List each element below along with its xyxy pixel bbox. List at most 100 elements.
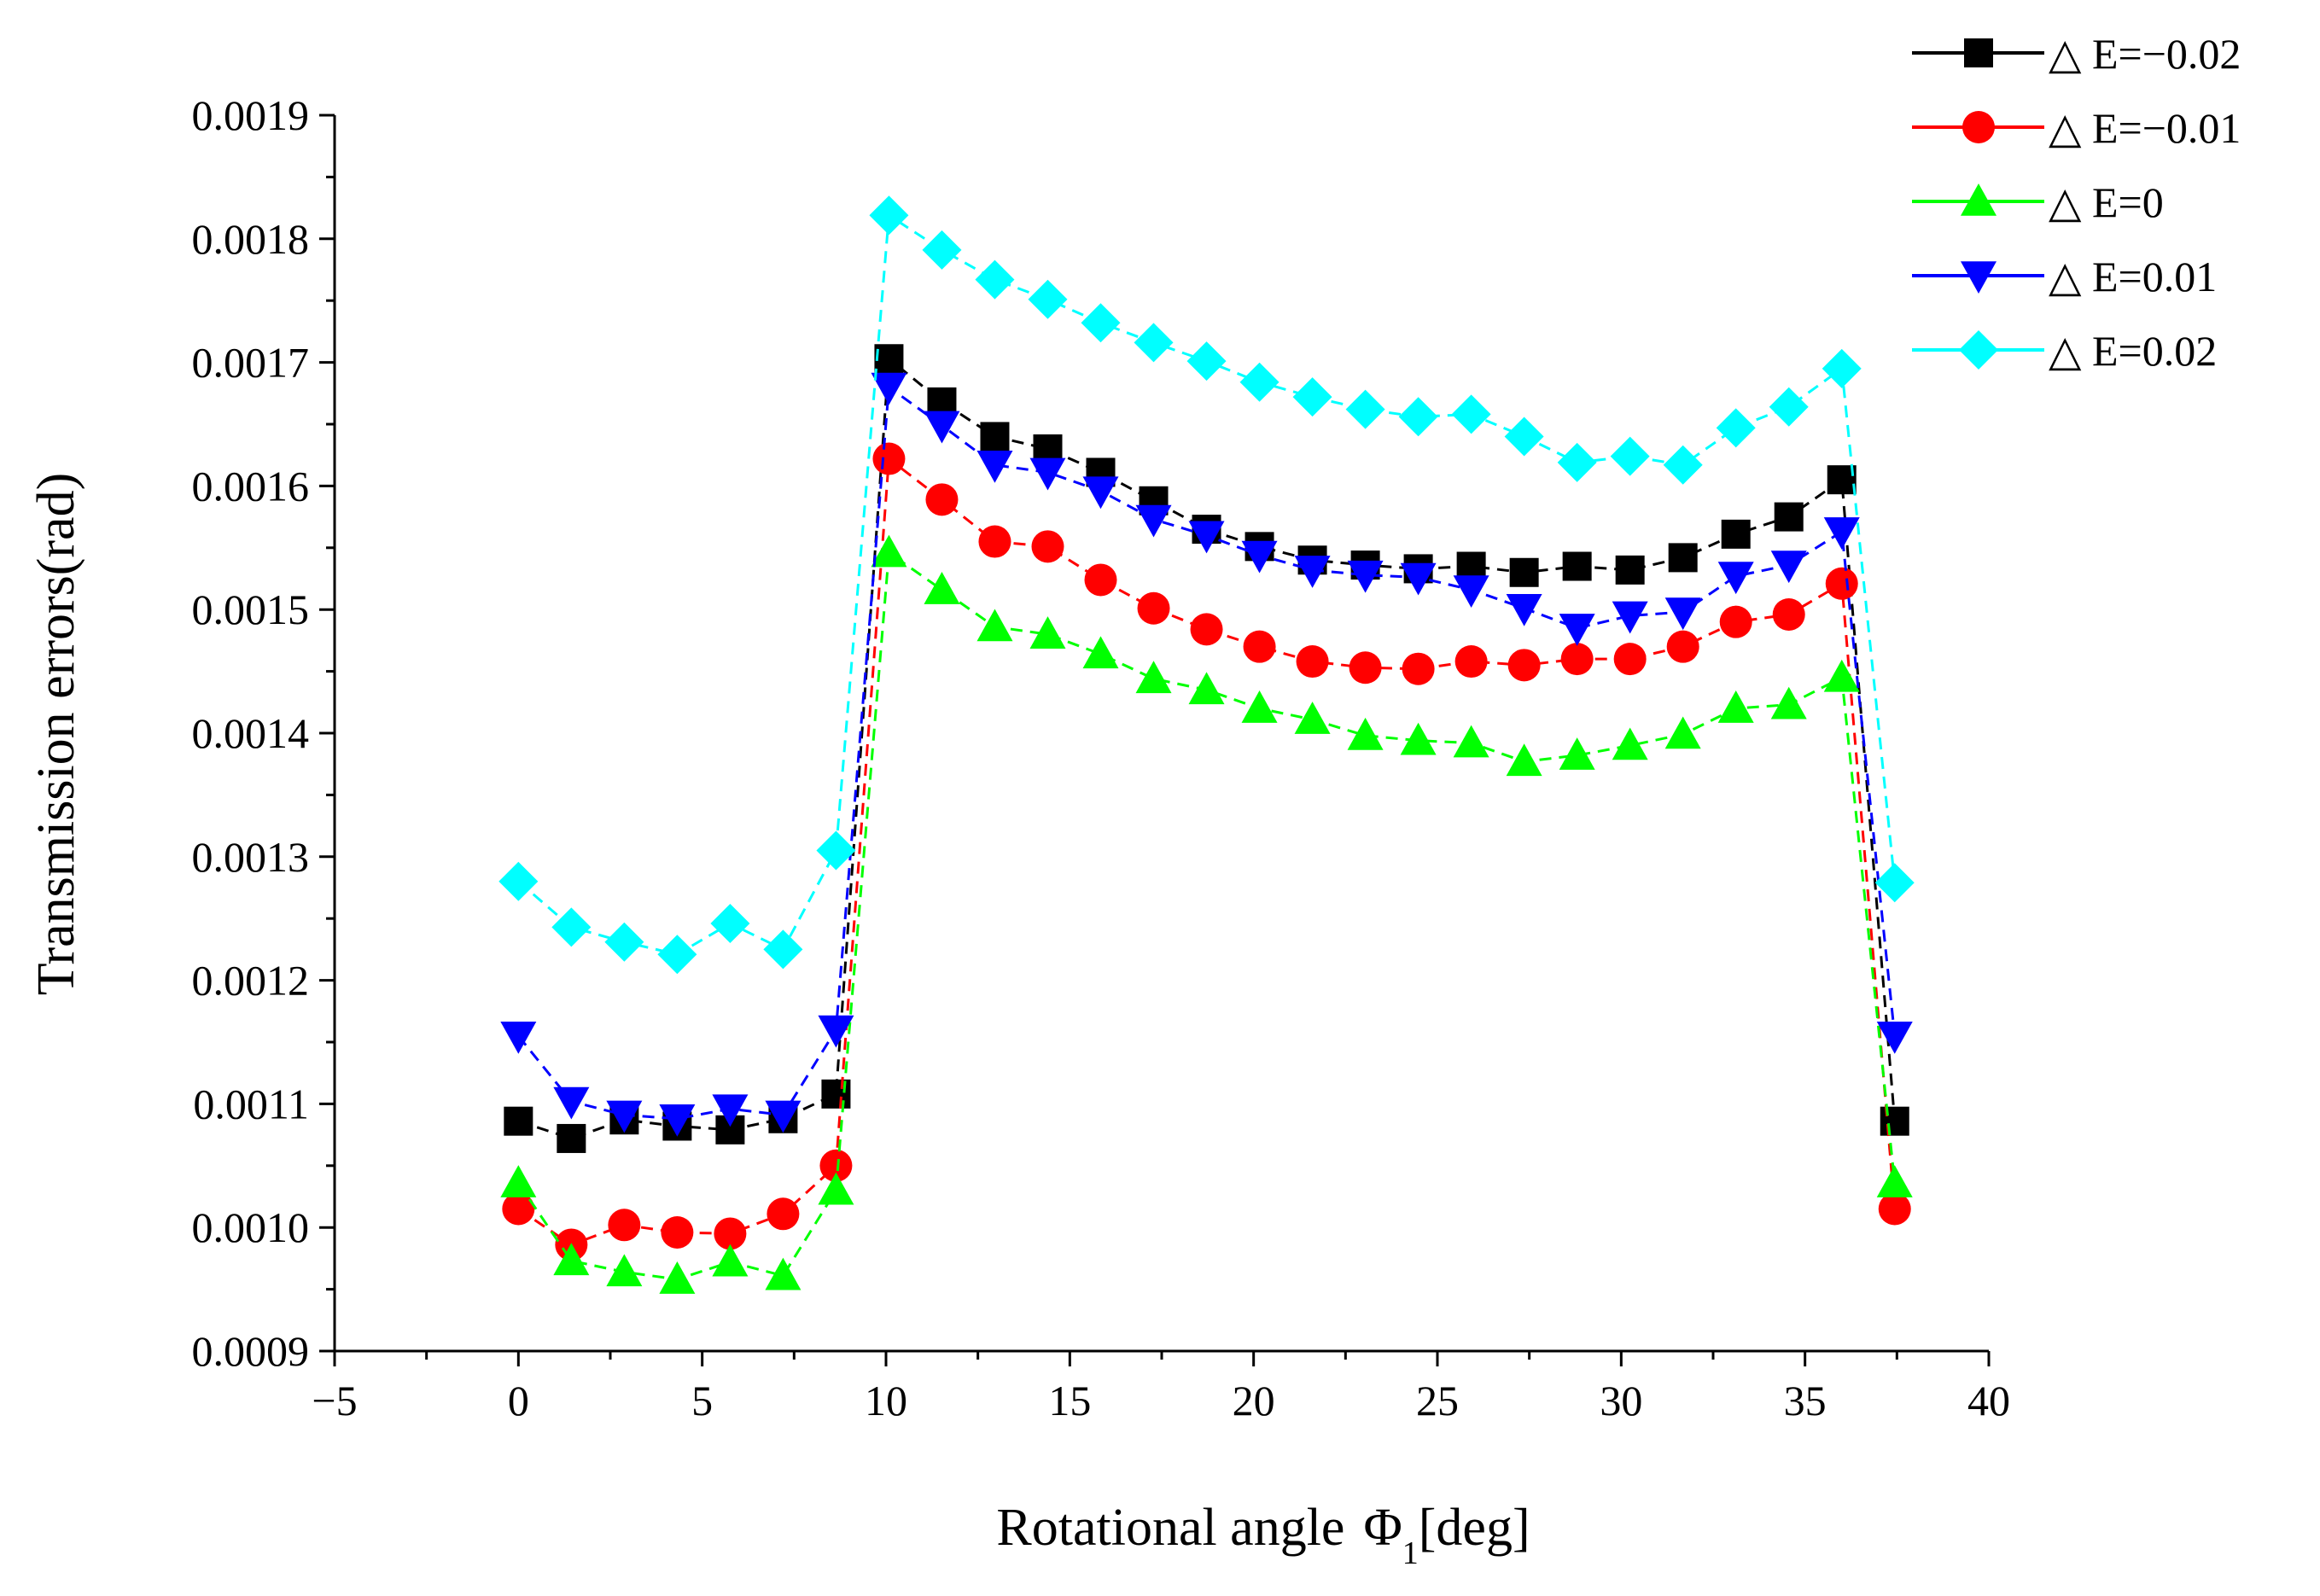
data-point	[1241, 540, 1278, 574]
data-point	[1716, 408, 1756, 448]
data-point	[608, 1209, 641, 1242]
data-point	[1613, 643, 1647, 676]
data-point	[765, 1257, 802, 1290]
data-point	[1509, 557, 1539, 587]
data-point	[1504, 416, 1544, 457]
legend-entry: △ E=0.01	[1912, 253, 2217, 300]
data-point	[1769, 387, 1809, 427]
data-point	[1453, 575, 1489, 609]
x-tick-label: 10	[865, 1377, 907, 1424]
y-tick-label: 0.0018	[192, 215, 310, 263]
data-point	[1562, 551, 1592, 581]
data-point	[1772, 597, 1805, 631]
series-line	[517, 384, 1897, 1121]
data-point	[1663, 445, 1703, 485]
data-point	[1664, 597, 1701, 631]
data-point	[1292, 377, 1332, 417]
legend-marker	[1961, 183, 1996, 216]
series-3	[500, 372, 1913, 1137]
data-point	[1347, 717, 1384, 750]
data-point	[1664, 716, 1701, 749]
data-point	[922, 230, 962, 270]
data-point	[978, 525, 1011, 558]
x-axis-title-unit: [deg]	[1419, 1499, 1530, 1557]
legend-label: △ E=0.02	[2049, 327, 2217, 375]
legend: △ E=−0.02 △ E=−0.01 △ E=0 △ E=0.01 △ E=0.02	[1912, 30, 2241, 375]
data-point	[976, 450, 1013, 483]
data-point	[557, 1123, 586, 1153]
data-point	[1084, 563, 1117, 597]
data-point	[1296, 645, 1329, 679]
data-point	[498, 861, 539, 901]
data-point	[975, 259, 1015, 300]
data-point	[1717, 562, 1754, 595]
x-axis-title-symbol: Φ	[1363, 1499, 1402, 1557]
legend-entry: △ E=−0.02	[1912, 30, 2241, 78]
data-point	[1880, 1106, 1909, 1136]
data-point	[1135, 661, 1172, 694]
axes: −5 0 5 10 15 20 25 30 35 40 0.0009 0.0010 0.0011 0.00…	[192, 91, 2011, 1424]
series-line	[517, 356, 1897, 1140]
data-point	[710, 903, 750, 943]
data-point	[1349, 651, 1382, 684]
data-point	[1398, 397, 1438, 437]
legend-entry: △ E=0	[1912, 178, 2164, 226]
data-point	[1294, 702, 1331, 734]
data-point	[1876, 1021, 1913, 1054]
data-point	[1402, 652, 1435, 685]
series-line	[517, 456, 1897, 1247]
x-axis-title-subscript: 1	[1402, 1535, 1419, 1571]
y-tick-label: 0.0017	[192, 339, 310, 387]
data-point	[1823, 517, 1860, 550]
data-point	[1188, 521, 1225, 554]
data-point	[1081, 303, 1121, 343]
data-point	[553, 1086, 590, 1120]
data-point	[1507, 649, 1541, 682]
data-point	[980, 422, 1010, 451]
data-point	[1190, 613, 1223, 646]
data-point	[1451, 394, 1491, 434]
data-point	[1241, 690, 1278, 723]
x-tick-label: 20	[1233, 1377, 1275, 1424]
y-tick-label: 0.0019	[192, 91, 310, 139]
x-tick-label: 25	[1416, 1377, 1459, 1424]
data-point	[1134, 323, 1174, 363]
data-point	[1610, 436, 1650, 476]
series-2	[500, 534, 1913, 1294]
data-point	[1878, 1192, 1911, 1226]
data-point	[712, 1094, 749, 1127]
y-tick-label: 0.0013	[192, 833, 310, 881]
y-tick-label: 0.0012	[192, 957, 310, 1005]
y-tick-label: 0.0010	[192, 1203, 310, 1251]
data-point	[924, 411, 960, 444]
data-point	[1876, 1165, 1913, 1197]
data-point	[1239, 362, 1279, 402]
series-1	[502, 442, 1911, 1261]
data-point	[1506, 593, 1542, 626]
legend-entry: △ E=−0.01	[1912, 104, 2241, 152]
data-point	[661, 1215, 694, 1249]
x-tick-label: 5	[691, 1377, 713, 1424]
data-point	[1770, 686, 1807, 719]
x-tick-label: 30	[1600, 1377, 1642, 1424]
x-tick-label: 0	[508, 1377, 529, 1424]
data-point	[976, 609, 1013, 642]
x-axis-title: Rotational angle Φ1[deg]	[996, 1499, 1530, 1571]
x-axis-title-text: Rotational angle	[996, 1499, 1344, 1557]
legend-label: △ E=0	[2049, 178, 2164, 226]
series-line	[517, 213, 1897, 956]
data-point	[1774, 502, 1804, 532]
data-point	[925, 483, 959, 516]
x-tick-label: 15	[1048, 1377, 1091, 1424]
data-point	[1031, 530, 1064, 563]
data-point	[763, 929, 803, 970]
legend-marker	[1962, 111, 1995, 143]
data-point	[659, 1261, 696, 1294]
data-point	[657, 935, 697, 975]
data-point	[1717, 690, 1754, 723]
data-point	[504, 1106, 533, 1136]
data-point	[1243, 630, 1276, 663]
data-point	[1028, 279, 1068, 319]
data-point	[500, 1165, 537, 1197]
